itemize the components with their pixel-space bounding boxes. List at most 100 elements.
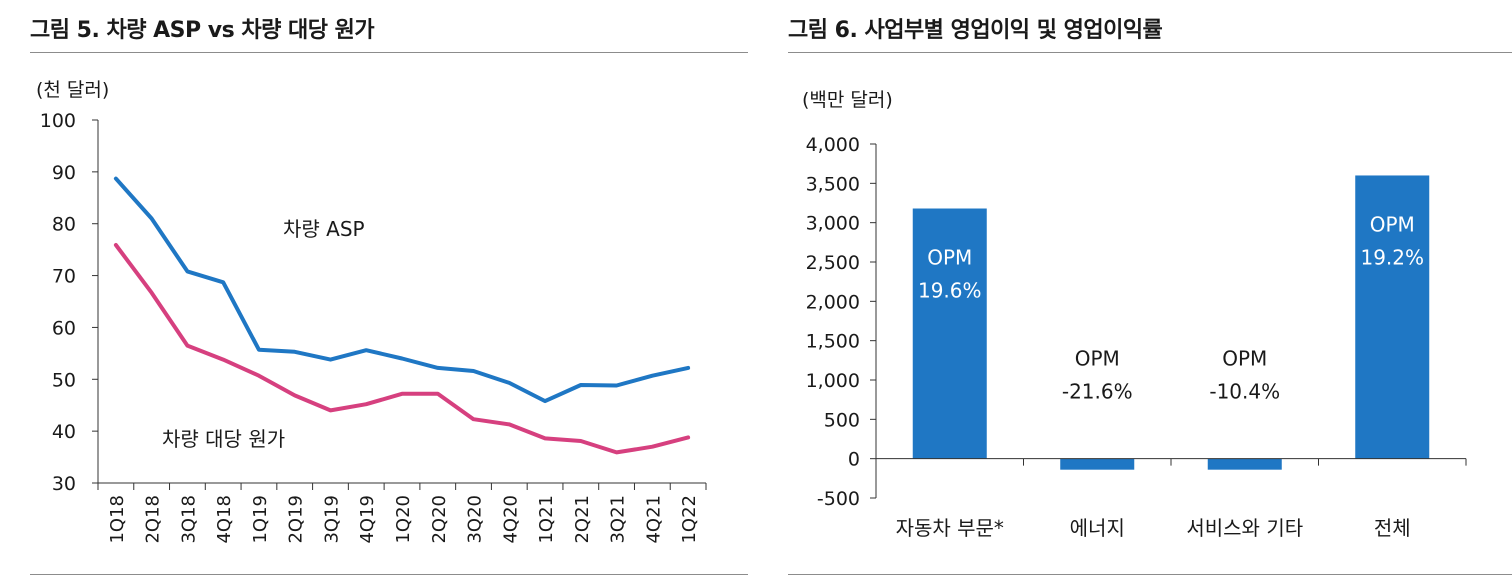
opm-value: 19.2% [1360, 245, 1424, 269]
figure5-y-axis: 100 90 80 70 60 50 40 30 [40, 110, 99, 495]
y-tick-label: 1,000 [806, 370, 860, 392]
x-category-label: 자동차 부문* [896, 516, 1004, 540]
x-tick-label: 4Q19 [357, 495, 378, 544]
y-tick-label: 500 [824, 409, 860, 431]
data-point [472, 418, 475, 421]
x-tick-label: 1Q18 [107, 495, 128, 544]
y-tick-label: 60 [52, 317, 76, 339]
opm-title: OPM [927, 246, 972, 270]
opm-title: OPM [1075, 347, 1120, 371]
y-tick-label: 100 [40, 110, 76, 132]
figure5-title: 그림 5. 차량 ASP vs 차량 대당 원가 [30, 18, 375, 43]
data-point [580, 384, 582, 386]
x-tick-label: 2Q21 [572, 495, 593, 544]
data-point [258, 348, 260, 351]
x-tick-label: 1Q19 [250, 495, 271, 544]
data-point [687, 367, 689, 369]
y-tick-label: 3,000 [806, 213, 860, 235]
figure5-bottom-rule [30, 574, 748, 575]
data-point [293, 351, 296, 353]
x-tick-label: 3Q20 [465, 495, 486, 544]
x-tick-label: 1Q20 [393, 495, 414, 544]
data-point [472, 370, 475, 372]
y-tick-label: 50 [52, 369, 76, 391]
data-point [329, 358, 332, 361]
data-point [222, 358, 224, 361]
data-point [365, 403, 368, 405]
y-tick-label: 40 [52, 421, 76, 443]
y-tick-label: 90 [52, 162, 76, 184]
bar [1355, 175, 1430, 459]
y-tick-label: 70 [52, 266, 76, 288]
y-tick-label: 4,000 [806, 134, 860, 156]
x-category-label: 서비스와 기타 [1186, 516, 1303, 540]
x-category-label: 전체 [1374, 516, 1411, 540]
data-point [186, 270, 189, 273]
series-label-asp: 차량 ASP [283, 217, 365, 241]
y-tick-label: 2,500 [806, 252, 860, 274]
x-category-label: 에너지 [1070, 516, 1125, 540]
data-point [508, 382, 511, 384]
bar [1060, 458, 1135, 470]
figure6-bar-chart: (백만 달러) 4,000 3,500 3,000 2,500 2,000 1,500 1,… [802, 89, 1467, 540]
opm-value: 19.6% [918, 279, 982, 303]
data-point [329, 409, 332, 412]
figure5-top-rule [30, 52, 748, 53]
x-tick-label: 4Q18 [214, 495, 235, 544]
data-point [293, 394, 296, 397]
data-point [615, 384, 618, 387]
figure5-x-axis: 1Q18 2Q18 3Q18 4Q18 1Q19 2Q19 3Q19 4Q19 1Q20 2Q20… [97, 482, 707, 544]
x-tick-label: 1Q22 [679, 495, 700, 544]
data-point [365, 349, 368, 352]
figure6-unit-label: (백만 달러) [802, 89, 893, 111]
data-point [222, 281, 224, 284]
figure5-line-chart: (천 달러) 100 90 80 70 60 50 40 30 1Q18 2Q18 3Q18 4Q1… [36, 79, 707, 544]
figure6-opm-labels: OPM 19.6% OPM -21.6% OPM -10.4% OPM 19.2% [918, 212, 1424, 403]
figure6-bottom-rule [788, 574, 1512, 575]
y-tick-label: 3,500 [806, 173, 860, 195]
data-point [186, 344, 189, 347]
figure6-x-axis: 자동차 부문* 에너지 서비스와 기타 전체 [875, 458, 1467, 540]
y-tick-label: -500 [817, 488, 860, 510]
data-point [150, 217, 153, 220]
bar [912, 208, 987, 459]
data-point [508, 423, 511, 426]
data-point [687, 436, 689, 439]
figure6-y-axis: 4,000 3,500 3,000 2,500 2,000 1,500 1,000 500 0 -… [806, 134, 877, 510]
y-tick-label: 80 [52, 214, 76, 236]
series-line-0 [113, 176, 691, 404]
data-point [436, 367, 439, 369]
data-point [651, 445, 654, 448]
y-tick-label: 1,500 [806, 331, 860, 353]
data-point [150, 291, 153, 294]
y-tick-label: 30 [52, 473, 76, 495]
figure5-panel: 그림 5. 차량 ASP vs 차량 대당 원가 (천 달러) 100 90 80 7… [30, 0, 748, 578]
data-point [258, 374, 260, 377]
series-label-cost: 차량 대당 원가 [162, 427, 285, 451]
data-point [401, 393, 403, 395]
figure6-bars [912, 175, 1430, 470]
y-tick-label: 2,000 [806, 291, 860, 313]
data-point [115, 244, 117, 246]
data-point [436, 393, 439, 395]
x-tick-label: 1Q21 [536, 495, 557, 544]
figure6-top-rule [788, 52, 1512, 53]
x-tick-label: 2Q20 [429, 495, 450, 544]
data-point [580, 440, 582, 442]
data-point [115, 177, 117, 180]
figure5-series-lines [113, 176, 691, 455]
data-point [401, 357, 403, 360]
x-tick-label: 4Q21 [643, 495, 664, 544]
figure6-title: 그림 6. 사업부별 영업이익 및 영업이익률 [788, 18, 1163, 43]
data-point [651, 374, 654, 377]
x-tick-label: 3Q18 [178, 495, 199, 544]
opm-title: OPM [1370, 212, 1415, 236]
opm-value: -21.6% [1062, 380, 1133, 404]
x-tick-label: 2Q19 [286, 495, 307, 544]
opm-value: -10.4% [1209, 380, 1280, 404]
opm-title: OPM [1222, 347, 1267, 371]
x-tick-label: 3Q21 [608, 495, 629, 544]
bar [1207, 458, 1282, 470]
x-tick-label: 3Q19 [321, 495, 342, 544]
data-point [615, 451, 618, 454]
